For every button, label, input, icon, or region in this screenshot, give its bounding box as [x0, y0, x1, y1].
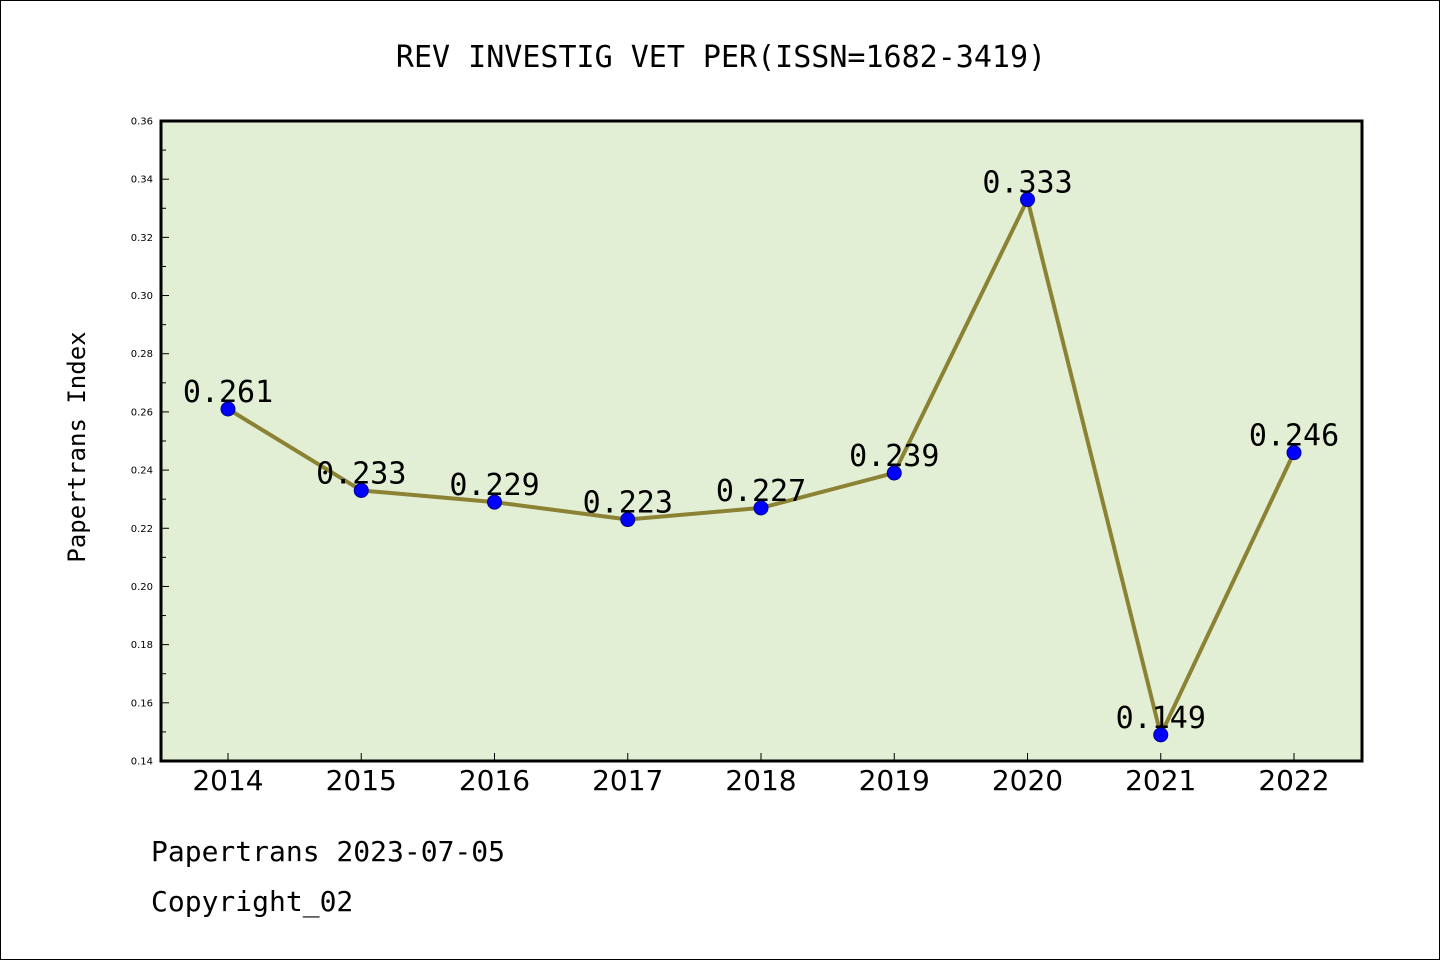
x-axis: 2014 2015 2016 2017 2018 2019 2020 2021 2022	[192, 753, 1330, 797]
y-tick-label: 0.28	[131, 349, 153, 360]
y-axis-label: Papertrans Index	[63, 331, 91, 562]
data-point	[753, 500, 769, 516]
y-tick-label: 0.14	[131, 757, 153, 768]
x-tick-label: 2017	[592, 764, 663, 797]
data-label: 0.223	[583, 486, 673, 521]
data-labels-group: 0.261 0.233 0.229 0.223 0.227 0.239 0.333 0.149…	[183, 166, 1339, 736]
data-label: 0.149	[1116, 701, 1206, 736]
data-label: 0.233	[316, 456, 406, 491]
plot-area	[159, 119, 1364, 763]
footer-copyright: Copyright_02	[151, 885, 354, 918]
data-label: 0.261	[183, 375, 273, 410]
y-tick-label: 0.32	[131, 233, 153, 244]
x-tick-label: 2016	[459, 764, 530, 797]
y-tick-label: 0.20	[131, 582, 153, 593]
data-label: 0.333	[982, 166, 1072, 201]
data-point	[886, 465, 902, 481]
x-tick-label: 2020	[992, 764, 1063, 797]
x-tick-label: 2014	[192, 764, 263, 797]
y-tick-label: 0.26	[131, 407, 153, 418]
data-point	[1153, 727, 1169, 743]
y-tick-label: 0.18	[131, 640, 153, 651]
data-point	[487, 494, 502, 510]
y-tick-label: 0.36	[131, 117, 153, 128]
y-axis: 0.14 0.16 0.18 0.20 0.22 0.24 0.26 0.28 0.30 0.32…	[131, 117, 169, 768]
data-point	[353, 482, 369, 498]
data-label: 0.246	[1249, 419, 1339, 454]
y-tick-label: 0.16	[131, 698, 153, 709]
data-label: 0.239	[849, 439, 939, 474]
y-tick-label: 0.30	[131, 291, 153, 302]
x-tick-label: 2018	[725, 764, 796, 797]
x-tick-label: 2022	[1258, 764, 1329, 797]
data-point	[620, 512, 636, 528]
chart-title: REV INVESTIG VET PER(ISSN=1682-3419)	[396, 40, 1046, 75]
x-tick-label: 2021	[1125, 764, 1196, 797]
x-tick-label: 2015	[326, 764, 397, 797]
data-label: 0.229	[449, 468, 539, 503]
markers-group	[220, 192, 1302, 743]
y-tick-label: 0.24	[131, 466, 153, 477]
x-tick-label: 2019	[859, 764, 930, 797]
data-point	[1286, 445, 1302, 461]
data-label: 0.227	[716, 474, 806, 509]
y-tick-label: 0.22	[131, 524, 153, 535]
data-point	[220, 401, 236, 417]
footer-date: Papertrans 2023-07-05	[151, 835, 506, 868]
data-point	[1020, 192, 1035, 208]
y-tick-label: 0.34	[131, 175, 153, 186]
